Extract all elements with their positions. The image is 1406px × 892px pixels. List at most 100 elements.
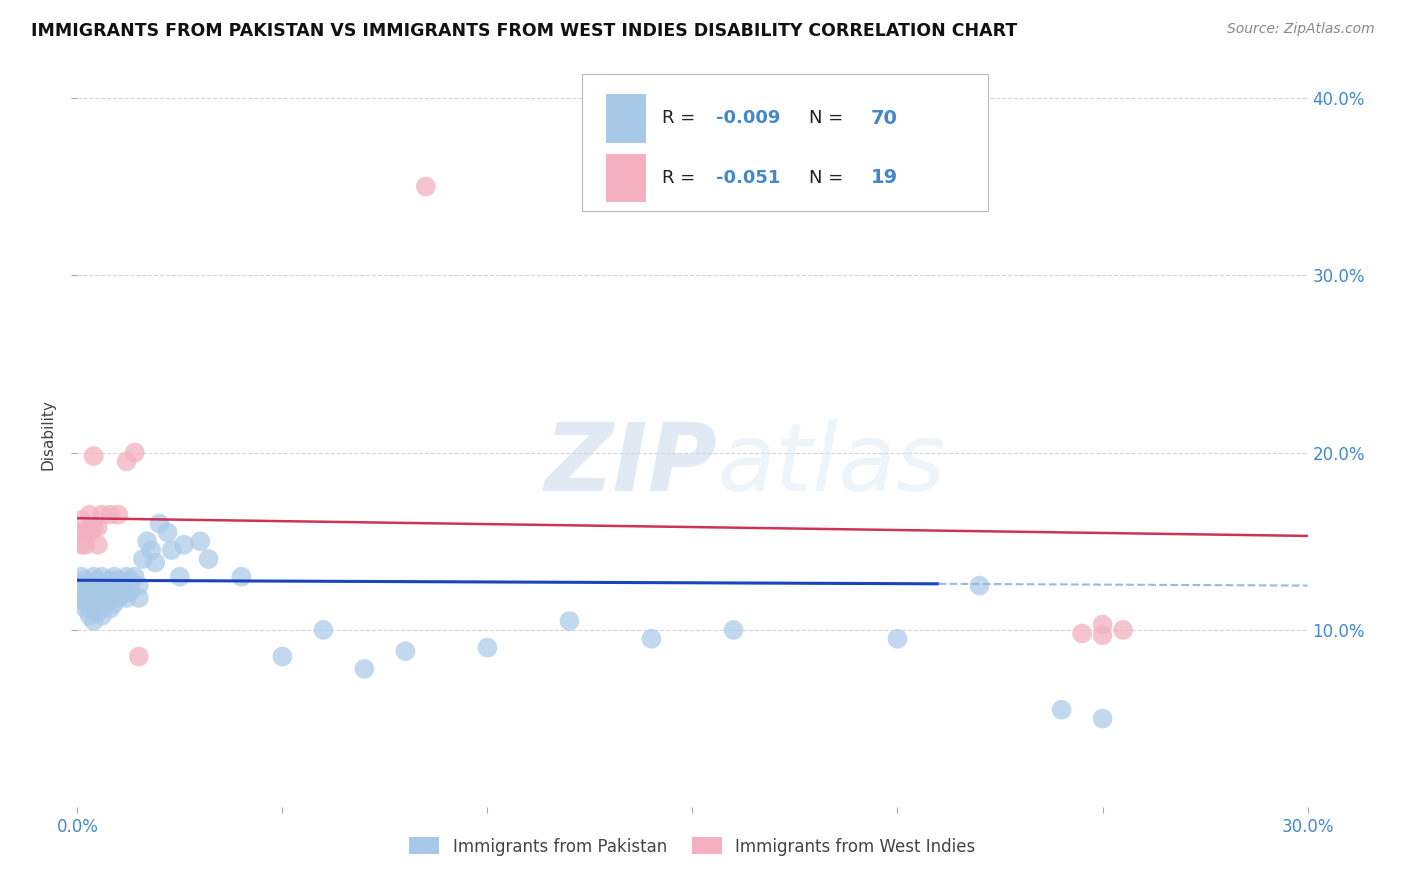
Point <box>173 538 195 552</box>
Point <box>83 601 105 615</box>
Text: -0.051: -0.051 <box>716 169 780 187</box>
Text: ZIP: ZIP <box>544 418 717 510</box>
Point <box>128 578 150 592</box>
Point <box>94 578 117 592</box>
Point <box>87 591 110 605</box>
Point <box>87 596 110 610</box>
Point <box>111 587 134 601</box>
Point <box>79 578 101 592</box>
Point <box>169 570 191 584</box>
Text: 70: 70 <box>870 109 897 128</box>
Point <box>477 640 499 655</box>
Point <box>1091 617 1114 632</box>
Point <box>312 623 335 637</box>
Point <box>103 596 125 610</box>
Text: R =: R = <box>662 169 700 187</box>
Point <box>415 179 437 194</box>
Text: IMMIGRANTS FROM PAKISTAN VS IMMIGRANTS FROM WEST INDIES DISABILITY CORRELATION C: IMMIGRANTS FROM PAKISTAN VS IMMIGRANTS F… <box>31 22 1017 40</box>
Point <box>124 445 146 459</box>
Point <box>141 543 163 558</box>
Point <box>1091 712 1114 726</box>
Point <box>886 632 908 646</box>
Point <box>79 525 101 540</box>
Point <box>120 574 142 588</box>
Point <box>90 570 114 584</box>
Point <box>128 649 150 664</box>
Point <box>231 570 253 584</box>
Point <box>75 525 97 540</box>
Point <box>111 578 134 592</box>
Point <box>90 591 114 605</box>
Point <box>79 608 101 623</box>
Text: Source: ZipAtlas.com: Source: ZipAtlas.com <box>1227 22 1375 37</box>
Point <box>640 632 662 646</box>
Point <box>124 570 146 584</box>
Point <box>70 525 93 540</box>
Point <box>75 601 97 615</box>
Text: R =: R = <box>662 110 700 128</box>
Point <box>70 538 93 552</box>
Bar <box>606 94 645 143</box>
Point <box>94 591 117 605</box>
Point <box>197 552 219 566</box>
Point <box>75 538 97 552</box>
Point <box>90 583 114 598</box>
Point <box>75 591 97 605</box>
Point <box>1091 628 1114 642</box>
Point <box>98 601 121 615</box>
Point <box>75 583 97 598</box>
Legend: Immigrants from Pakistan, Immigrants from West Indies: Immigrants from Pakistan, Immigrants fro… <box>402 830 983 863</box>
Point <box>136 534 159 549</box>
Text: -0.009: -0.009 <box>716 110 780 128</box>
Point <box>87 520 110 534</box>
Point <box>90 508 114 522</box>
Point <box>394 644 416 658</box>
Point <box>558 614 581 628</box>
Bar <box>606 153 645 202</box>
Point <box>353 662 375 676</box>
Point <box>143 556 166 570</box>
Point <box>120 583 142 598</box>
Point <box>148 516 170 531</box>
Point <box>1112 623 1135 637</box>
Point <box>969 578 991 592</box>
Point <box>115 591 138 605</box>
Point <box>156 525 179 540</box>
Point <box>79 508 101 522</box>
Point <box>103 583 125 598</box>
Text: atlas: atlas <box>717 419 945 510</box>
FancyBboxPatch shape <box>582 74 988 211</box>
Point <box>87 574 110 588</box>
Text: N =: N = <box>810 169 849 187</box>
Point <box>75 574 97 588</box>
Point <box>98 508 121 522</box>
Point <box>160 543 183 558</box>
Point <box>103 570 125 584</box>
Point <box>107 591 129 605</box>
Point <box>87 605 110 619</box>
Point <box>79 587 101 601</box>
Point <box>83 449 105 463</box>
Point <box>128 591 150 605</box>
Point <box>87 578 110 592</box>
Point <box>70 570 93 584</box>
Point <box>1071 626 1094 640</box>
Point <box>87 538 110 552</box>
Point <box>83 614 105 628</box>
Text: 19: 19 <box>870 169 898 187</box>
Point <box>79 596 101 610</box>
Point <box>70 591 93 605</box>
Point <box>132 552 155 566</box>
Point <box>115 570 138 584</box>
Point <box>83 520 105 534</box>
Point <box>83 591 105 605</box>
Y-axis label: Disability: Disability <box>41 400 56 470</box>
Point <box>188 534 212 549</box>
Point <box>98 591 121 605</box>
Point <box>1050 703 1073 717</box>
Point <box>107 508 129 522</box>
Point <box>107 574 129 588</box>
Point <box>70 578 93 592</box>
Point <box>271 649 294 664</box>
Point <box>94 596 117 610</box>
